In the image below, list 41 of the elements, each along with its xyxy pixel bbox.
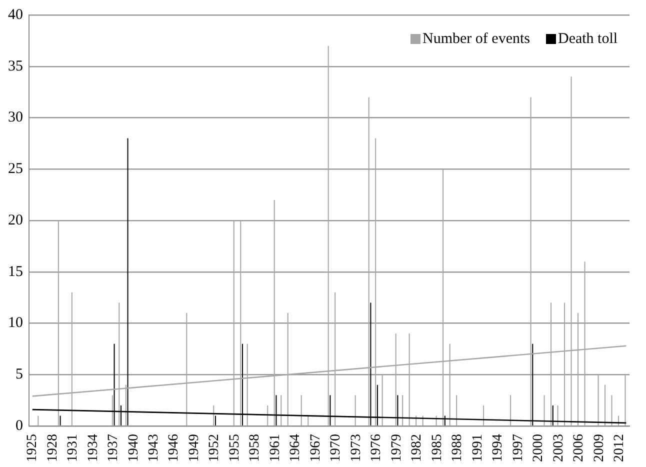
x-tick-label: 1985 <box>430 434 445 462</box>
x-tick-label: 1961 <box>268 434 283 462</box>
x-tick-label: 2012 <box>612 434 628 462</box>
x-tick-label: 1964 <box>288 434 304 462</box>
x-tick-label: 2003 <box>551 434 566 462</box>
x-tick-label: 1991 <box>470 434 486 462</box>
y-tick-label: 0 <box>16 418 23 434</box>
x-tick-label: 1946 <box>166 434 182 462</box>
y-tick-label: 15 <box>8 264 23 280</box>
y-tick-label: 20 <box>8 212 23 228</box>
y-tick-label: 40 <box>8 6 23 23</box>
y-tick-label: 30 <box>8 110 23 126</box>
legend-label: Number of events <box>422 30 530 47</box>
x-tick-label: 1997 <box>510 434 526 462</box>
x-tick-label: 1925 <box>25 434 40 462</box>
x-tick-label: 1955 <box>227 434 242 462</box>
x-tick-label: 1931 <box>66 434 81 462</box>
y-tick-label: 5 <box>16 366 23 383</box>
x-tick-label: 2009 <box>592 434 607 462</box>
x-tick-label: 1958 <box>248 434 263 462</box>
x-tick-label: 1934 <box>86 434 101 462</box>
y-tick-label: 25 <box>8 161 23 178</box>
y-tick-label: 35 <box>8 58 23 74</box>
x-tick-label: 2000 <box>531 434 546 462</box>
x-tick-label: 1988 <box>450 434 466 462</box>
x-tick-label: 1949 <box>186 434 202 462</box>
x-tick-label: 1973 <box>348 434 364 462</box>
x-tick-label: 1952 <box>207 434 222 462</box>
y-tick-label: 10 <box>8 315 23 332</box>
x-tick-label: 1967 <box>308 434 324 462</box>
x-tick-label: 1937 <box>106 434 122 462</box>
x-tick-label: 1940 <box>126 434 142 462</box>
x-tick-label: 1943 <box>146 434 162 462</box>
x-tick-label: 1928 <box>45 434 60 462</box>
x-tick-label: 1970 <box>328 434 344 462</box>
x-tick-label: 1979 <box>389 434 404 462</box>
x-tick-label: 1994 <box>490 434 506 462</box>
x-tick-label: 2006 <box>572 434 587 462</box>
x-tick-label: 1982 <box>410 434 425 462</box>
legend-label: Death toll <box>558 30 618 47</box>
x-tick-label: 1976 <box>369 434 384 462</box>
